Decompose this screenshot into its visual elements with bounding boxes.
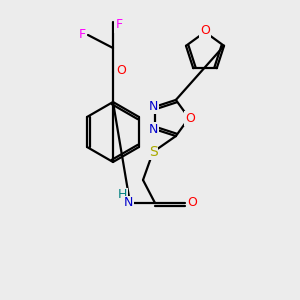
Text: O: O (185, 112, 195, 124)
Text: N: N (149, 123, 158, 136)
Text: N: N (149, 100, 158, 113)
Text: N: N (123, 196, 133, 209)
Text: S: S (148, 145, 158, 159)
Text: O: O (200, 25, 210, 38)
Text: O: O (116, 64, 126, 77)
Text: O: O (187, 196, 197, 209)
Text: F: F (116, 19, 123, 32)
Text: H: H (117, 188, 127, 202)
Text: F: F (78, 28, 85, 41)
